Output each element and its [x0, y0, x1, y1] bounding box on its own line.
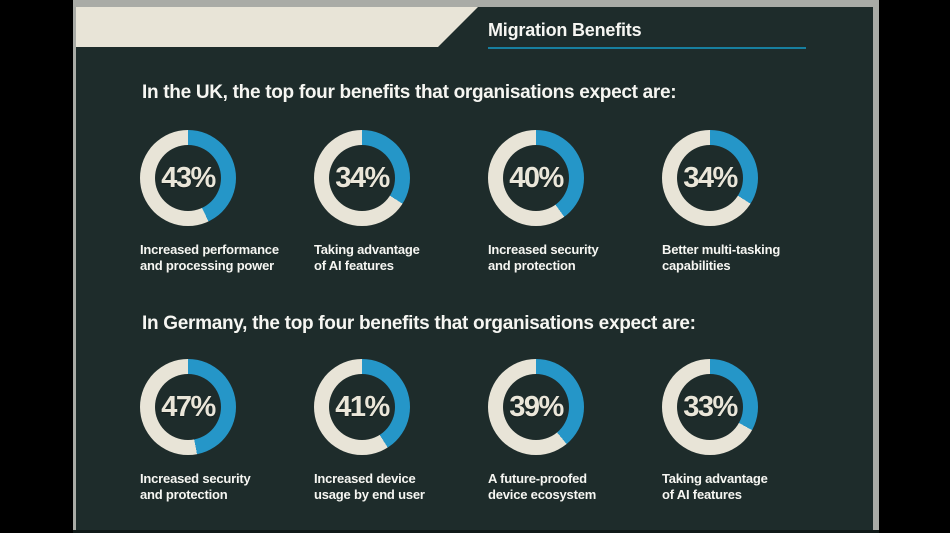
- donut-hole: 34%: [329, 145, 395, 211]
- donut-hole: 43%: [155, 145, 221, 211]
- donut-percentage: 34%: [683, 161, 738, 194]
- donut-chart: 34%: [314, 130, 410, 226]
- donut-percentage: 40%: [509, 161, 564, 194]
- donut-group: 34% Taking advantage of AI features: [314, 130, 488, 274]
- donut-percentage: 39%: [509, 390, 564, 423]
- donut-group: 43% Increased performance and processing p…: [140, 130, 314, 274]
- donut-row-germany: 47% Increased security and protection 41% In…: [140, 359, 836, 503]
- donut-chart: 39%: [488, 359, 584, 455]
- donut-label: Taking advantage of AI features: [662, 471, 768, 502]
- donut-chart: 34%: [662, 130, 758, 226]
- donut-group: 40% Increased security and protection: [488, 130, 662, 274]
- donut-hole: 39%: [503, 374, 569, 440]
- donut-hole: 34%: [677, 145, 743, 211]
- title-underline: [488, 47, 806, 49]
- donut-group: 33% Taking advantage of AI features: [662, 359, 836, 503]
- section-heading-germany: In Germany, the top four benefits that o…: [142, 313, 696, 334]
- window-frame-left: [73, 0, 76, 533]
- donut-chart: 41%: [314, 359, 410, 455]
- donut-label: Better multi-tasking capabilities: [662, 242, 781, 273]
- header-banner-shape: [76, 7, 478, 47]
- donut-group: 41% Increased device usage by end user: [314, 359, 488, 503]
- donut-label: Increased performance and processing powe…: [140, 242, 279, 273]
- window-frame-right: [873, 0, 879, 533]
- donut-label: Taking advantage of AI features: [314, 242, 420, 273]
- donut-group: 39% A future-proofed device ecosystem: [488, 359, 662, 503]
- donut-hole: 47%: [155, 374, 221, 440]
- donut-chart: 33%: [662, 359, 758, 455]
- donut-percentage: 41%: [335, 390, 390, 423]
- donut-group: 47% Increased security and protection: [140, 359, 314, 503]
- donut-percentage: 34%: [335, 161, 390, 194]
- donut-percentage: 33%: [683, 390, 738, 423]
- window-frame-bottom: [73, 530, 879, 533]
- donut-row-uk: 43% Increased performance and processing p…: [140, 130, 836, 274]
- donut-label: Increased security and protection: [488, 242, 599, 273]
- page-title: Migration Benefits: [488, 20, 642, 40]
- donut-label: A future-proofed device ecosystem: [488, 471, 597, 502]
- section-heading-uk: In the UK, the top four benefits that or…: [142, 82, 677, 103]
- donut-chart: 43%: [140, 130, 236, 226]
- donut-chart: 47%: [140, 359, 236, 455]
- donut-group: 34% Better multi-tasking capabilities: [662, 130, 836, 274]
- donut-label: Increased device usage by end user: [314, 471, 425, 502]
- donut-hole: 40%: [503, 145, 569, 211]
- donut-percentage: 47%: [161, 390, 216, 423]
- infographic-slide: Migration Benefits In the UK, the top fo…: [73, 0, 879, 533]
- donut-hole: 41%: [329, 374, 395, 440]
- donut-chart: 40%: [488, 130, 584, 226]
- donut-hole: 33%: [677, 374, 743, 440]
- donut-label: Increased security and protection: [140, 471, 251, 502]
- window-frame-top: [73, 0, 879, 7]
- donut-percentage: 43%: [161, 161, 216, 194]
